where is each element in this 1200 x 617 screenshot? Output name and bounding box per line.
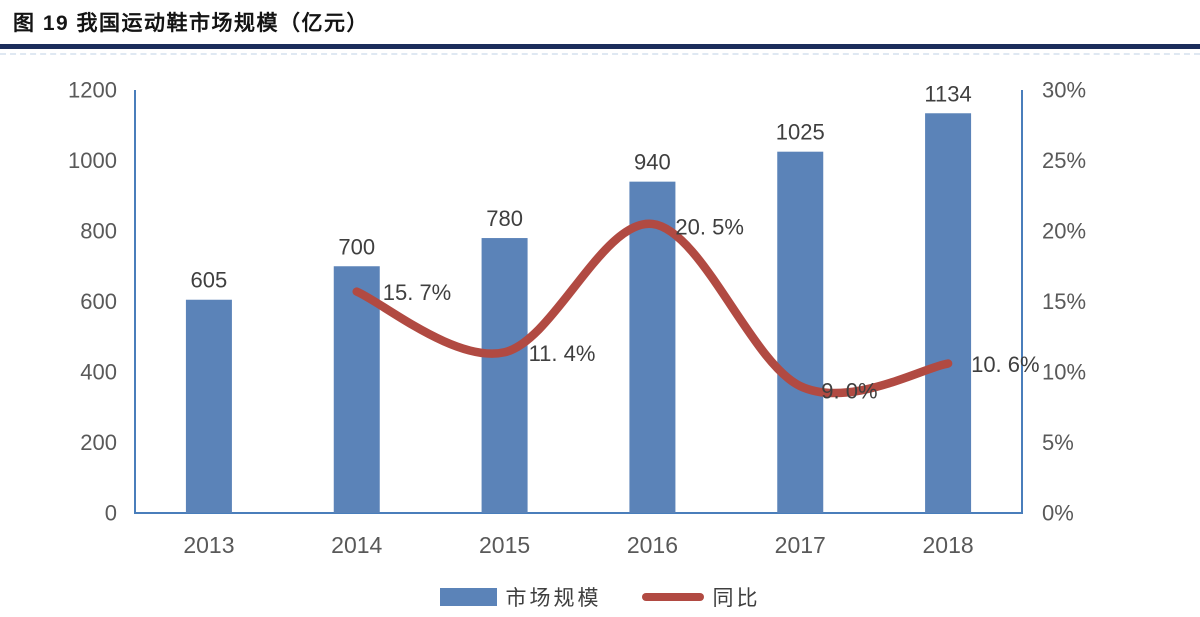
yoy-value-label: 10. 6%: [971, 352, 1039, 377]
x-category-label: 2013: [183, 532, 234, 558]
yoy-value-label: 11. 4%: [529, 341, 596, 366]
bar-value-label: 1134: [924, 81, 971, 106]
chart-legend: 市场规模 同比: [0, 582, 1200, 612]
bar-2014: [333, 266, 380, 513]
yoy-value-label: 9. 0%: [821, 379, 877, 404]
bar-value-label: 780: [486, 206, 523, 231]
left-axis-tick: 0: [105, 501, 117, 526]
left-axis-tick: 600: [80, 289, 117, 314]
left-axis-tick: 800: [80, 219, 117, 244]
left-axis-tick: 1000: [68, 148, 117, 173]
legend-label-market-size: 市场规模: [505, 587, 602, 610]
legend-item-yoy: 同比: [641, 582, 761, 612]
left-axis-tick: 1200: [68, 78, 117, 103]
figure-title: 图 19 我国运动鞋市场规模（亿元）: [13, 12, 370, 35]
yoy-growth-line: [352, 219, 953, 398]
line-series-swatch: [641, 593, 704, 601]
bar-series-swatch: [439, 588, 497, 606]
bar-value-label: 1025: [776, 120, 825, 145]
right-axis-tick: 20%: [1042, 219, 1086, 244]
right-axis-tick: 15%: [1042, 289, 1086, 314]
right-axis-tick: 25%: [1042, 148, 1086, 173]
bar-2018: [925, 113, 972, 513]
bar-2013: [185, 299, 232, 513]
bar-value-label: 605: [191, 268, 228, 293]
x-category-label: 2018: [922, 532, 973, 558]
left-axis-tick: 200: [80, 430, 117, 455]
bar-2016: [629, 181, 676, 513]
bar-value-label: 700: [338, 234, 375, 259]
x-category-label: 2014: [331, 532, 382, 558]
yoy-value-label: 15. 7%: [383, 280, 452, 305]
x-category-label: 2017: [775, 532, 826, 558]
bar-value-label: 940: [634, 150, 671, 175]
right-axis-tick: 10%: [1042, 360, 1086, 385]
right-axis-tick: 30%: [1042, 78, 1086, 103]
right-axis-tick: 5%: [1042, 430, 1074, 455]
subtle-divider: [0, 53, 1200, 55]
bar-2017: [777, 151, 824, 513]
title-divider: [0, 44, 1200, 49]
bar-2015: [481, 238, 528, 514]
legend-label-yoy: 同比: [712, 587, 761, 610]
legend-item-market-size: 市场规模: [439, 582, 602, 612]
yoy-value-label: 20. 5%: [675, 214, 744, 239]
x-category-label: 2016: [627, 532, 678, 558]
x-category-label: 2015: [479, 532, 530, 558]
left-axis-tick: 400: [80, 360, 117, 385]
right-axis-tick: 0%: [1042, 501, 1074, 526]
